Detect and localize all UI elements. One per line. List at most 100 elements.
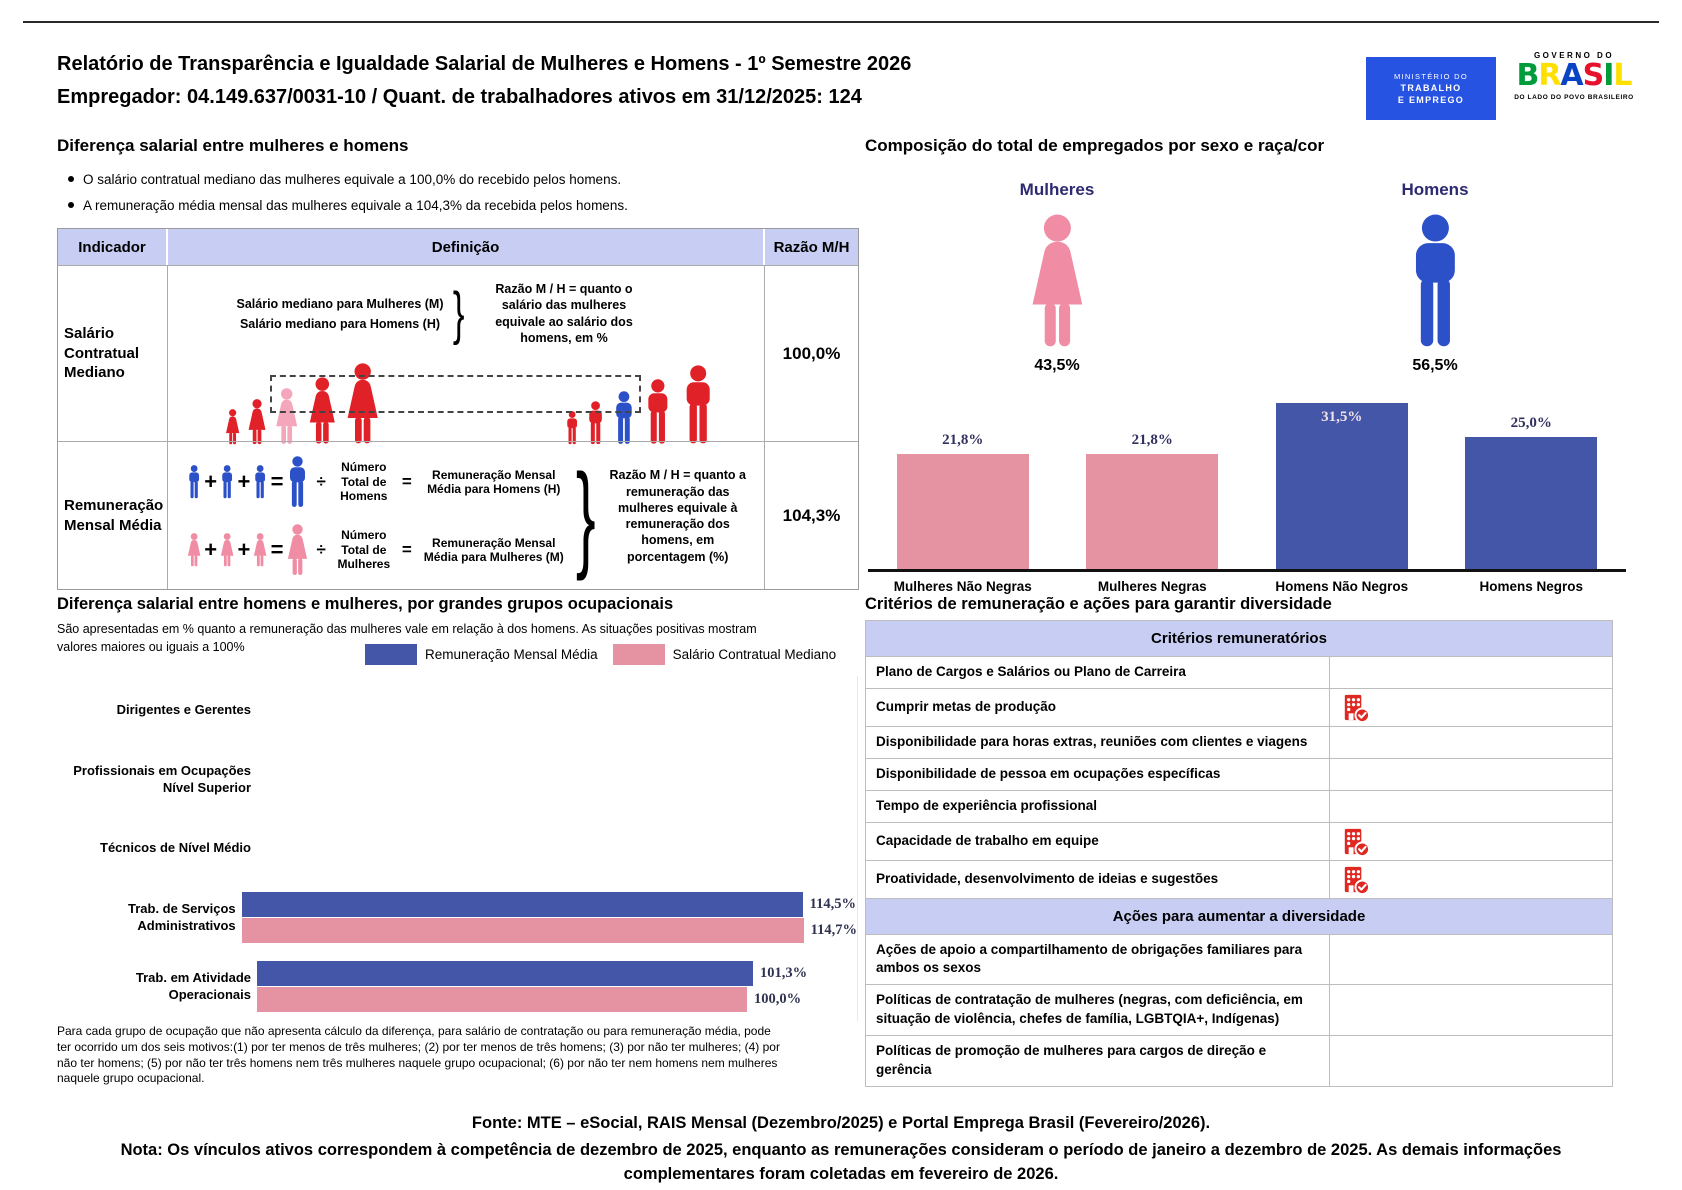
women-label: Mulheres — [1019, 180, 1095, 199]
men-percentage: 56,5% — [1412, 357, 1458, 374]
company-check-icon — [1344, 694, 1370, 723]
composition-bar: 31,5% — [1275, 403, 1408, 569]
criteria-label: Proatividade, desenvolvimento de ideias … — [876, 870, 1219, 886]
bar-line: 114,5% — [241, 892, 857, 917]
salary-bar — [241, 918, 804, 943]
man-icon — [564, 411, 580, 445]
criteria-label: Ações de apoio a compartilhamento de obr… — [876, 941, 1303, 976]
definition-average-pay: + + = ÷ Número Total de Homens = Remuneraç… — [168, 441, 765, 589]
occupational-row: Dirigentes e Gerentes — [57, 676, 857, 745]
occupational-row: Profissionais em Ocupações Nível Superio… — [57, 745, 857, 814]
median-connector-dashed-box — [270, 375, 641, 413]
criteria-check-cell — [1329, 657, 1612, 688]
divide-operator: ÷ — [316, 540, 326, 559]
plus-equals-operator: + — [204, 469, 218, 494]
report-title: Relatório de Transparência e Igualdade S… — [57, 53, 912, 75]
mte-logo-line1: MINISTÉRIO DO — [1394, 72, 1468, 81]
composition-bar — [896, 454, 1029, 569]
occupational-footnote: Para cada grupo de ocupação que não apre… — [57, 1024, 780, 1086]
plus-equals-operator: = — [270, 537, 284, 562]
women-divisor-label: Número Total de Mulheres — [337, 528, 391, 572]
criteria-check-cell — [1329, 860, 1612, 898]
composition-slot: 21,8% — [868, 432, 1058, 569]
women-percentage: 43,5% — [1034, 357, 1080, 374]
median-women-label: Salário mediano para Mulheres (M) — [236, 296, 444, 311]
plus-equals-operator: = — [270, 469, 284, 494]
man-icon — [1330, 214, 1540, 349]
brand-letter: I — [1603, 58, 1614, 93]
criteria-label: Tempo de experiência profissional — [876, 797, 1098, 813]
remuneration-bar — [241, 892, 803, 917]
column-header-indicador: Indicador — [58, 229, 168, 265]
woman-icon — [186, 533, 202, 567]
report-subtitle: Empregador: 04.149.637/0031-10 / Quant. … — [57, 86, 862, 108]
bar-value-label: 25,0% — [1510, 415, 1552, 431]
governo-brasil-logo: GOVERNO DO BRASIL DO LADO DO POVO BRASIL… — [1505, 51, 1643, 101]
criteria-row: Disponibilidade de pessoa em ocupações e… — [866, 758, 1612, 791]
bullet-icon — [68, 202, 74, 208]
composition-slot: 31,5% — [1247, 403, 1437, 569]
composition-bar — [1086, 454, 1219, 569]
composition-category-label: Mulheres Negras — [1097, 579, 1207, 594]
chart-legend: Remuneração Mensal Média Salário Contratu… — [365, 644, 836, 665]
composition-bars: 21,8% 21,8% 31,5% 25,0% — [868, 395, 1626, 572]
brace-icon — [446, 280, 472, 347]
legend-item: Remuneração Mensal Média — [365, 644, 598, 665]
criteria-check-cell — [1329, 726, 1612, 758]
bar-value-label: 101,3% — [760, 965, 808, 981]
woman-icon — [252, 533, 268, 567]
brasil-wordmark: BRASIL — [1505, 61, 1643, 91]
bar-line: 101,3% — [257, 961, 857, 986]
pay-gap-section-title: Diferença salarial entre mulheres e home… — [57, 136, 409, 155]
criteria-label: Plano de Cargos e Salários ou Plano de C… — [876, 664, 1186, 679]
women-result-label: Remuneração Mensal Média para Mulheres (… — [423, 535, 564, 564]
composition-category-label: Homens Não Negros — [1275, 579, 1409, 594]
women-sum-illustration: + + = — [186, 524, 310, 576]
bullet-item: O salário contratual mediano das mulhere… — [68, 172, 628, 187]
occupational-row: Trab. em Atividade Operacionais 101,3% 100… — [57, 952, 857, 1021]
man-icon — [642, 379, 674, 445]
bullet-text: A remuneração média mensal das mulheres … — [83, 198, 628, 213]
category-label: Trab. de Serviços Administrativos — [128, 901, 236, 933]
criteria-check-cell — [1329, 822, 1612, 860]
criteria-row: Plano de Cargos e Salários ou Plano de C… — [866, 657, 1612, 689]
criteria-label: Disponibilidade de pessoa em ocupações e… — [876, 765, 1221, 781]
category-label: Profissionais em Ocupações Nível Superio… — [73, 763, 251, 795]
bar-line: 100,0% — [257, 987, 857, 1012]
column-header-definicao: Definição — [168, 229, 765, 265]
plus-equals-operator: + — [237, 537, 251, 562]
bullet-text: O salário contratual mediano das mulhere… — [83, 172, 622, 187]
equals-operator: = — [401, 472, 412, 491]
woman-icon — [224, 409, 241, 445]
bar-value-label: 100,0% — [754, 991, 802, 1007]
mte-logo-line3: E EMPREGO — [1397, 95, 1465, 105]
definition-median-salary: Salário mediano para Mulheres (M) Salári… — [168, 265, 765, 441]
governo-slogan: DO LADO DO POVO BRASILEIRO — [1514, 94, 1634, 101]
criteria-check-cell — [1329, 934, 1612, 985]
criteria-label: Cumprir metas de produção — [876, 698, 1057, 714]
bullet-item: A remuneração média mensal das mulheres … — [68, 198, 628, 213]
composition-bar-chart: 21,8% 21,8% 31,5% 25,0% Mulheres Não Negras… — [868, 395, 1626, 594]
woman-icon — [1025, 214, 1090, 349]
bar-value-label: 114,5% — [809, 896, 856, 912]
criteria-label: Políticas de promoção de mulheres para c… — [876, 1043, 1267, 1078]
indicator-average-pay: Remuneração Mensal Média — [58, 441, 168, 589]
men-result-label: Remuneração Mensal Média para Homens (H) — [427, 467, 561, 496]
man-icon — [252, 465, 268, 499]
criteria-row: Políticas de contratação de mulheres (ne… — [866, 985, 1612, 1037]
divide-operator: ÷ — [316, 472, 326, 491]
woman-icon — [219, 533, 235, 567]
bar-value-label: 21,8% — [942, 432, 984, 448]
man-icon — [679, 365, 717, 445]
composition-section-title: Composição do total de empregados por se… — [865, 136, 1325, 155]
pay-gap-table: Indicador Definição Razão M/H Salário Co… — [57, 228, 859, 590]
brand-letter: A — [1560, 58, 1583, 93]
plus-equals-operator: + — [204, 537, 218, 562]
legend-item: Salário Contratual Mediano — [612, 644, 836, 665]
composition-slot: 21,8% — [1058, 432, 1248, 569]
governo-do-label: GOVERNO DO — [1533, 51, 1615, 60]
mte-logo: MINISTÉRIO DO TRABALHO E EMPREGO — [1366, 57, 1496, 120]
men-average-formula: + + = ÷ Número Total de Homens = Remuneraç… — [186, 456, 570, 508]
criteria-row: Políticas de promoção de mulheres para c… — [866, 1036, 1612, 1087]
occupational-row: Técnicos de Nível Médio — [57, 814, 857, 883]
